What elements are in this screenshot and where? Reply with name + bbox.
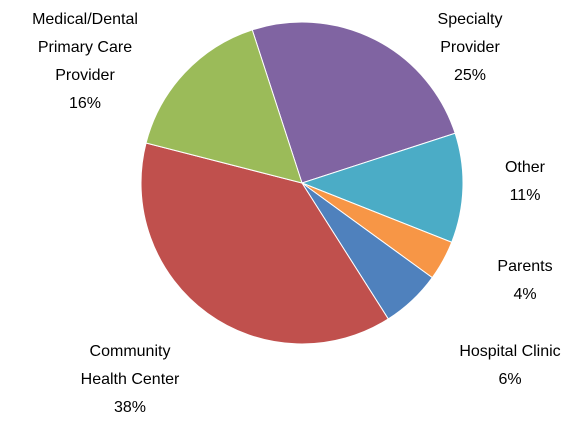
slice-label: Specialty Provider 25% — [415, 6, 525, 90]
pie-slice — [300, 132, 464, 243]
pie-slice — [251, 21, 456, 184]
category-label: Community Health Center — [80, 343, 180, 388]
slice-label: Parents 4% — [485, 253, 565, 309]
slice-label: Medical/Dental Primary Care Provider 16% — [20, 6, 150, 118]
value-label: 11% — [509, 187, 541, 204]
slice-label: Community Health Center 38% — [70, 338, 190, 421]
value-label: 4% — [513, 286, 537, 303]
category-label: Parents — [497, 258, 553, 275]
pie-slice — [140, 142, 389, 345]
pie-slice — [145, 29, 303, 184]
value-label: 16% — [68, 95, 102, 112]
value-label: 25% — [453, 67, 487, 84]
category-label: Specialty Provider — [437, 11, 503, 56]
slice-label: Hospital Clinic 6% — [435, 338, 581, 394]
slice-label: Other 11% — [485, 154, 565, 210]
category-label: Other — [504, 159, 545, 176]
value-label: 38% — [113, 399, 147, 416]
value-label: 6% — [498, 371, 522, 388]
category-label: Hospital Clinic — [459, 343, 561, 360]
category-label: Medical/Dental Primary Care Provider — [32, 11, 138, 84]
